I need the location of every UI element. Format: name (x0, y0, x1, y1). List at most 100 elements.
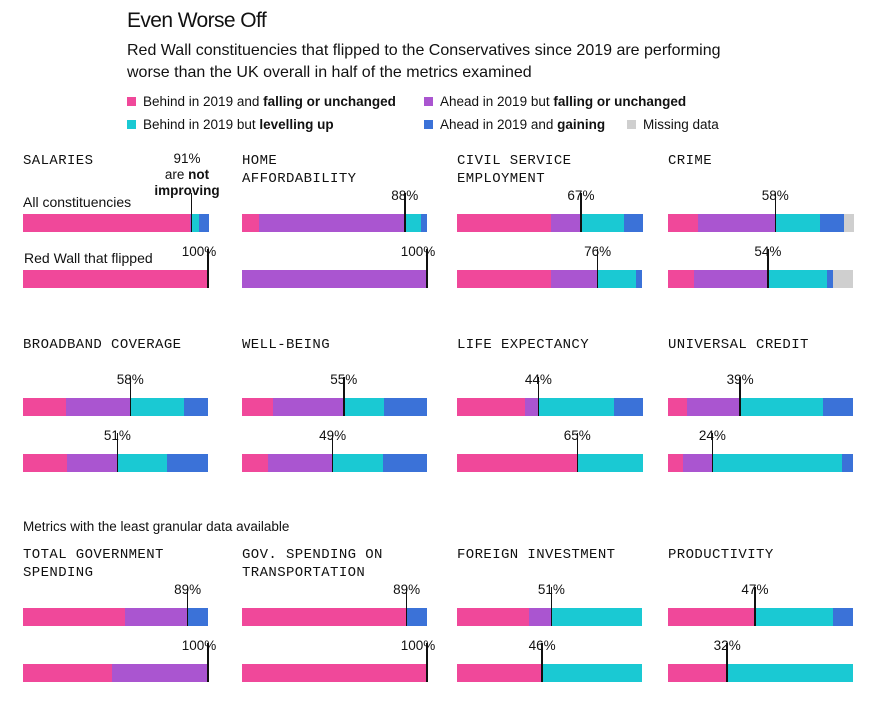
percent-label: 100% (181, 244, 217, 259)
bar-segment (551, 270, 599, 288)
bar-segment (242, 214, 260, 232)
bar-segment (775, 214, 821, 232)
panel-title: BROADBAND COVERAGE (23, 337, 182, 353)
bar-segment (332, 454, 384, 472)
least-granular-note: Metrics with the least granular data ava… (23, 519, 290, 534)
bar-segment (754, 608, 834, 626)
row-label-all: All constituencies (23, 194, 132, 210)
panel-title: CIVIL SERVICE EMPLOYMENT (457, 153, 572, 187)
threshold-tick (541, 643, 543, 682)
threshold-tick (739, 377, 741, 416)
percent-label: 47% (741, 582, 769, 597)
bar-redwall (242, 454, 428, 472)
bar-segment (117, 454, 168, 472)
bar-segment (457, 214, 552, 232)
salaries-callout: 91% are not improving (147, 151, 227, 199)
percent-label: 54% (754, 244, 782, 259)
bar-segment (23, 398, 67, 416)
percent-label: 65% (563, 428, 591, 443)
bar-segment (23, 214, 190, 232)
legend-text: Ahead in 2019 and (440, 117, 558, 132)
bar-segment (668, 214, 699, 232)
bar-segment (623, 214, 643, 232)
bar-segment (827, 270, 834, 288)
bar-segment (668, 664, 728, 682)
bar-redwall (668, 454, 854, 472)
bar-all (242, 398, 428, 416)
bar-segment (67, 454, 118, 472)
legend-swatch (424, 120, 433, 129)
threshold-tick (190, 193, 193, 232)
bar-segment (819, 214, 845, 232)
panel-title: CRIME (668, 153, 713, 169)
percent-label: 46% (528, 638, 556, 653)
bar-segment (841, 454, 854, 472)
bar-segment (740, 398, 824, 416)
bar-segment (668, 270, 695, 288)
bar-segment (406, 608, 428, 626)
bar-segment (712, 454, 843, 472)
bar-redwall (668, 270, 854, 288)
percent-label: 39% (726, 372, 754, 387)
bar-segment (697, 214, 776, 232)
bar-segment (242, 454, 269, 472)
panel-title: FOREIGN INVESTMENT (457, 547, 616, 563)
bar-segment (23, 270, 209, 288)
percent-label: 100% (181, 638, 217, 653)
bar-segment (382, 454, 428, 472)
bar-redwall (23, 454, 209, 472)
threshold-tick (537, 377, 540, 416)
percent-label: 51% (537, 582, 565, 597)
legend-text-bold: gaining (557, 117, 606, 132)
bar-segment (551, 608, 643, 626)
panel-title: PRODUCTIVITY (668, 547, 774, 563)
percent-label: 55% (330, 372, 358, 387)
bar-segment (242, 270, 428, 288)
bar-segment (686, 398, 741, 416)
threshold-tick (404, 193, 406, 232)
bar-segment (668, 608, 756, 626)
bar-segment (551, 214, 582, 232)
bar-segment (767, 270, 828, 288)
bar-all (457, 214, 643, 232)
bar-all (242, 608, 428, 626)
bar-segment (832, 270, 854, 288)
percent-label: 67% (567, 188, 595, 203)
percent-label: 24% (698, 428, 726, 443)
bar-all (668, 214, 854, 232)
threshold-tick (726, 643, 728, 682)
percent-label: 51% (103, 428, 131, 443)
bar-all (457, 608, 643, 626)
chart-title: Even Worse Off (127, 9, 267, 32)
bar-segment (65, 398, 131, 416)
threshold-tick (129, 377, 132, 416)
percent-label: 100% (400, 638, 436, 653)
legend-text: Behind in 2019 and (143, 94, 264, 109)
bar-segment (580, 214, 624, 232)
legend-text: Missing data (643, 117, 719, 132)
panel-title: LIFE EXPECTANCY (457, 337, 590, 353)
bar-segment (130, 398, 185, 416)
bar-redwall (242, 664, 428, 682)
legend-text-bold: levelling up (259, 117, 334, 132)
panel-title: UNIVERSAL CREDIT (668, 337, 809, 353)
panel-title: WELL-BEING (242, 337, 331, 353)
bar-segment (457, 608, 530, 626)
bar-segment (614, 398, 643, 416)
threshold-tick (426, 249, 428, 288)
bar-all (23, 608, 209, 626)
callout-line-3: improving (154, 183, 220, 198)
legend-item: Ahead in 2019 but falling or unchanged (424, 94, 686, 110)
bar-segment (267, 454, 334, 472)
bar-segment (384, 398, 428, 416)
bar-redwall (457, 454, 643, 472)
bar-segment (187, 608, 209, 626)
bar-segment (23, 454, 68, 472)
panel-title: TOTAL GOVERNMENT SPENDING (23, 547, 164, 581)
threshold-tick (186, 587, 189, 626)
bar-segment (525, 398, 539, 416)
bar-segment (693, 270, 769, 288)
percent-label: 32% (713, 638, 741, 653)
threshold-tick (711, 433, 714, 472)
chart-subtitle: Red Wall constituencies that flipped to … (127, 42, 721, 81)
